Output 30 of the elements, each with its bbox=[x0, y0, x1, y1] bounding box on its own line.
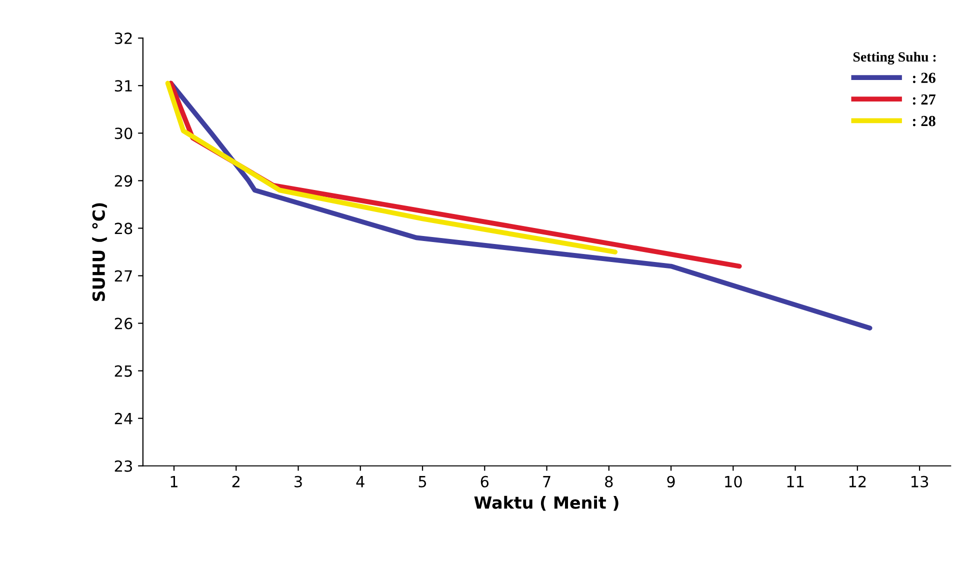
y-tick-label: 26 bbox=[114, 318, 132, 330]
y-tick-label: 32 bbox=[114, 32, 132, 44]
x-tick-label: 7 bbox=[543, 476, 550, 488]
y-tick-label: 27 bbox=[114, 270, 132, 282]
x-tick-label: 12 bbox=[849, 476, 866, 488]
legend-label: : 28 bbox=[912, 116, 936, 126]
y-tick-label: 25 bbox=[114, 365, 132, 377]
legend-label: : 26 bbox=[912, 72, 936, 84]
y-tick-label: 29 bbox=[114, 175, 132, 187]
x-tick-label: 4 bbox=[356, 476, 364, 488]
x-tick-label: 13 bbox=[912, 476, 928, 488]
y-tick-label: 24 bbox=[114, 412, 132, 424]
legend-title: Setting Suhu : bbox=[853, 52, 936, 65]
x-tick-label: 1 bbox=[170, 476, 178, 488]
x-tick-label: 9 bbox=[667, 476, 675, 488]
x-tick-label: 6 bbox=[480, 476, 489, 488]
x-tick-label: 11 bbox=[787, 476, 804, 488]
line-series bbox=[165, 80, 618, 254]
x-tick-label: 5 bbox=[418, 476, 426, 488]
legend-label: : 27 bbox=[912, 94, 936, 105]
y-tick-label: 28 bbox=[114, 222, 132, 234]
y-tick-label: 30 bbox=[114, 128, 132, 140]
x-tick-label: 8 bbox=[605, 476, 613, 488]
x-axis-title: Waktu ( Menit ) bbox=[474, 496, 618, 511]
y-tick-label: 31 bbox=[114, 80, 132, 92]
y-tick-label: 23 bbox=[114, 460, 132, 472]
x-tick-label: 3 bbox=[294, 476, 302, 488]
y-axis-title: SUHU ( °C) bbox=[92, 203, 107, 301]
x-tick-label: 2 bbox=[232, 476, 240, 488]
x-tick-label: 10 bbox=[725, 476, 742, 488]
